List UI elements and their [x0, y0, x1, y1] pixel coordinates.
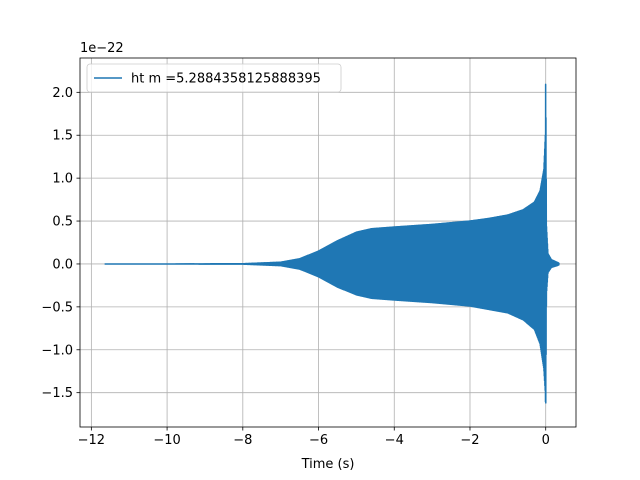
- x-axis: −12 −10 −8 −6 −4 −2 0: [78, 427, 550, 448]
- plot-frame: [79, 57, 577, 428]
- legend-label: ht m =5.2884358125888395: [131, 72, 321, 87]
- x-tick-label: −8: [233, 433, 252, 448]
- x-tick-label: −4: [385, 433, 404, 448]
- y-tick-label: −0.5: [41, 300, 73, 315]
- legend-box: [86, 63, 342, 93]
- series-line: [104, 83, 560, 404]
- y-tick-label: −1.0: [41, 343, 73, 358]
- x-tick-label: −2: [460, 433, 479, 448]
- y-tick-label: 1.0: [52, 172, 73, 187]
- y-tick-label: −1.5: [41, 386, 73, 401]
- x-tick-label: −12: [78, 433, 105, 448]
- x-tick-label: −10: [153, 433, 180, 448]
- y-tick-label: 0.5: [52, 215, 73, 230]
- y-axis: −1.5 −1.0 −0.5 0.0 0.5 1.0 1.5 2.0: [41, 86, 80, 401]
- y-tick-label: 1.5: [52, 129, 73, 144]
- x-axis-label: Time (s): [301, 457, 355, 472]
- y-tick-label: 2.0: [52, 86, 73, 101]
- x-tick-label: 0: [542, 433, 550, 448]
- series-layer: [104, 83, 560, 404]
- y-tick-label: 0.0: [52, 257, 73, 272]
- y-offset-label: 1e−22: [80, 41, 124, 56]
- legend: ht m =5.2884358125888395: [86, 63, 342, 93]
- x-tick-label: −6: [309, 433, 328, 448]
